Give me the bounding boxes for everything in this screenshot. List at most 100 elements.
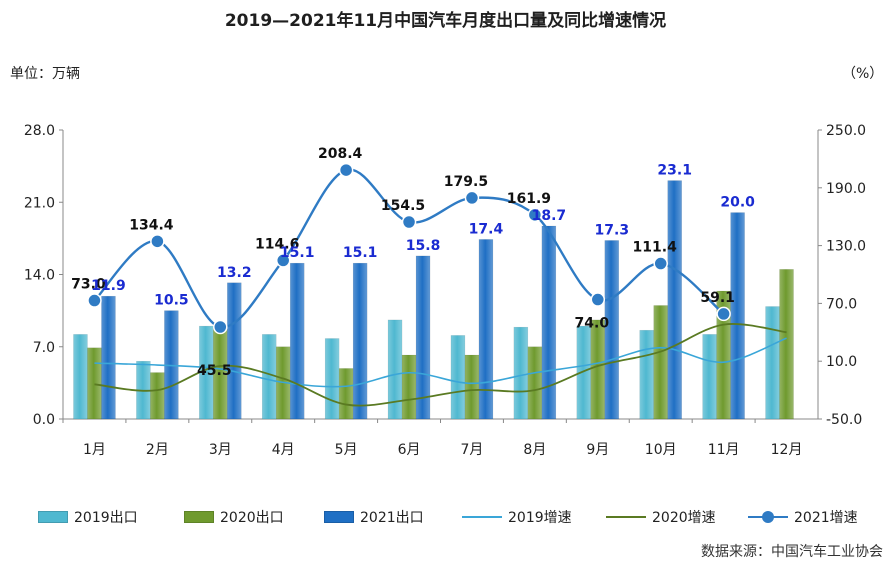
bar-2019-export — [513, 326, 529, 420]
data-label-2021-growth: 45.5 — [197, 363, 232, 379]
right-axis-unit: （%） — [842, 66, 884, 82]
line-2020-growth — [94, 323, 787, 407]
left-axis-unit: 单位：万辆 — [10, 66, 80, 82]
data-label-2021-export: 15.1 — [280, 245, 315, 261]
legend-swatch-2019-growth — [462, 511, 502, 523]
data-label-2021-export: 23.1 — [657, 163, 692, 179]
data-label-2021-growth: 161.9 — [507, 191, 551, 207]
chart-legend: 2019出口 2020出口 2021出口 2019增速 2020增速 2021增… — [0, 503, 891, 533]
data-label-2021-export: 11.9 — [91, 278, 126, 294]
line-2019-growth — [94, 337, 787, 388]
x-axis-tick-label: 6月 — [398, 442, 421, 458]
legend-label-2021-growth: 2021增速 — [794, 510, 858, 526]
chart-title: 2019—2021年11月中国汽车月度出口量及同比增速情况 — [224, 11, 667, 31]
right-axis-tick-label: 70.0 — [826, 296, 857, 312]
x-axis-tick-label: 8月 — [523, 442, 546, 458]
legend-swatch-2019-export — [38, 511, 68, 523]
bar-2021-export — [478, 239, 494, 420]
legend-item-2021-growth: 2021增速 — [748, 507, 858, 527]
bar-2020-export — [401, 354, 417, 420]
bar-2019-export — [324, 338, 340, 420]
data-label-2021-growth: 179.5 — [444, 174, 488, 190]
bar-2020-export — [338, 368, 354, 420]
left-axis-tick-label: 7.0 — [33, 340, 55, 356]
left-axis-tick-label: 28.0 — [24, 123, 55, 139]
right-axis-tick-label: -50.0 — [826, 412, 862, 428]
bar-2019-export — [261, 334, 277, 420]
bar-2019-export — [765, 306, 780, 420]
bar-2020-export — [150, 372, 165, 420]
legend-swatch-2021-export — [324, 511, 354, 523]
data-source: 数据来源：中国汽车工业协会 — [701, 544, 883, 560]
x-axis-tick-label: 2月 — [146, 442, 169, 458]
x-axis-tick-label: 9月 — [586, 442, 609, 458]
x-axis-tick-label: 5月 — [335, 442, 358, 458]
marker-2021-growth — [275, 253, 291, 268]
bar-2021-export — [415, 255, 431, 420]
bar-2021-export — [541, 225, 557, 420]
legend-item-2019-export: 2019出口 — [38, 507, 138, 527]
marker-2021-growth — [590, 292, 606, 307]
x-axis-tick-label: 3月 — [209, 442, 232, 458]
right-axis-tick-label: 130.0 — [826, 239, 866, 255]
bar-2021-export — [101, 295, 116, 420]
x-axis-tick-label: 10月 — [645, 442, 677, 458]
marker-2021-growth — [464, 190, 480, 206]
bar-2020-export — [653, 305, 668, 420]
right-axis-tick-label: 250.0 — [826, 123, 866, 139]
bar-2021-export — [289, 262, 305, 420]
marker-2021-growth — [87, 293, 102, 308]
left-axis-tick-label: 21.0 — [24, 195, 55, 211]
marker-2021-growth — [401, 214, 417, 230]
bar-2020-export — [590, 319, 606, 420]
bar-2021-export — [604, 240, 620, 420]
data-label-2021-export: 15.1 — [343, 245, 378, 261]
right-axis-tick-label: 190.0 — [826, 181, 866, 197]
legend-swatch-2020-export — [184, 511, 214, 523]
legend-swatch-2021-growth — [748, 511, 788, 523]
bar-2019-export — [73, 334, 88, 420]
data-label-2021-export: 13.2 — [217, 265, 252, 281]
legend-label-2019-growth: 2019增速 — [508, 510, 572, 526]
x-axis-tick-label: 4月 — [272, 442, 295, 458]
bar-2020-export — [464, 354, 480, 420]
marker-2021-growth — [213, 319, 228, 335]
x-axis-tick-label: 7月 — [460, 442, 483, 458]
data-label-2021-growth: 59.1 — [700, 290, 735, 306]
bar-2020-export — [527, 346, 543, 420]
x-axis-tick-label: 12月 — [771, 442, 803, 458]
marker-2021-growth — [527, 207, 543, 223]
data-label-2021-growth: 114.6 — [255, 236, 299, 252]
left-axis-tick-label: 0.0 — [33, 412, 55, 428]
data-label-2021-export: 20.0 — [720, 195, 755, 211]
data-label-2021-export: 17.4 — [469, 221, 504, 237]
data-label-2021-export: 15.8 — [406, 238, 441, 254]
data-label-2021-export: 10.5 — [154, 293, 189, 309]
data-label-2021-growth: 134.4 — [129, 217, 174, 233]
marker-2021-growth — [653, 256, 668, 271]
legend-swatch-2020-growth — [606, 511, 646, 523]
legend-item-2020-export: 2020出口 — [184, 507, 284, 527]
marker-2021-growth — [150, 234, 165, 249]
data-label-2021-growth: 111.4 — [633, 240, 678, 256]
marker-2021-growth — [338, 162, 354, 178]
x-axis-tick-label: 1月 — [83, 442, 106, 458]
legend-label-2020-growth: 2020增速 — [652, 510, 716, 526]
legend-label-2021-export: 2021出口 — [360, 510, 424, 526]
x-axis-tick-label: 11月 — [708, 442, 740, 458]
bar-2020-export — [779, 269, 794, 420]
data-label-2021-growth: 154.5 — [381, 198, 425, 214]
data-label-2021-growth: 208.4 — [318, 146, 363, 162]
bar-2021-export — [352, 262, 368, 420]
chart-plot: 0.0 7.0 14.0 21.0 28.0 -50.0 10.0 70.0 130.0 190.… — [24, 123, 866, 458]
legend-label-2020-export: 2020出口 — [220, 510, 284, 526]
legend-item-2019-growth: 2019增速 — [462, 507, 572, 527]
bar-2021-export — [227, 282, 242, 420]
data-label-2021-export: 18.7 — [532, 208, 567, 224]
bar-2019-export — [702, 334, 717, 420]
data-label-2021-growth: 74.0 — [575, 316, 610, 332]
line-2021-growth — [93, 168, 725, 329]
data-label-2021-growth: 73.0 — [71, 277, 106, 293]
marker-2021-growth — [716, 306, 731, 322]
left-axis-tick-label: 14.0 — [24, 268, 55, 284]
